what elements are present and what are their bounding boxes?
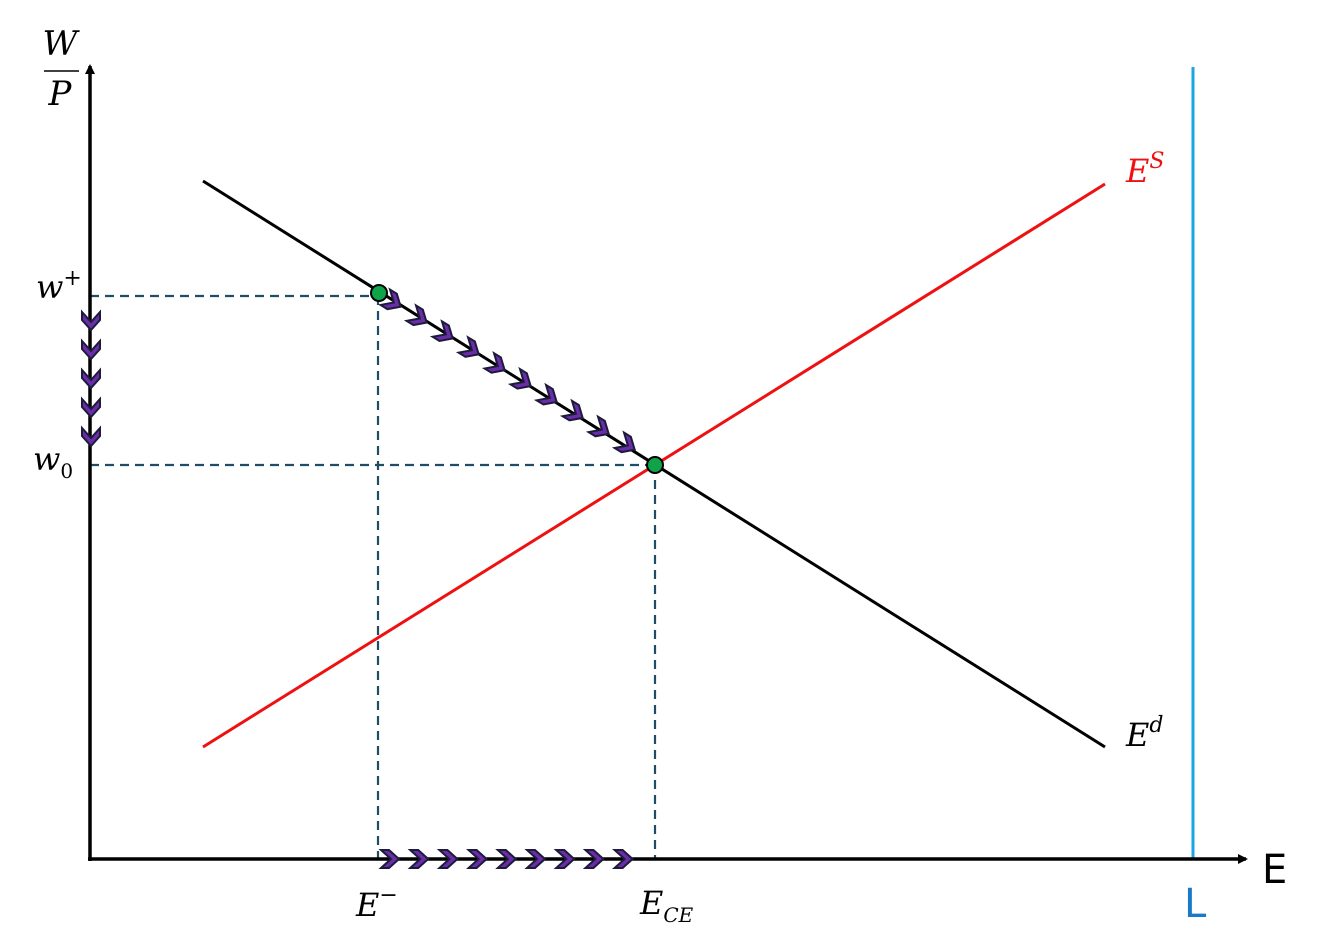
demand-path-arrow	[377, 287, 402, 311]
wage-arrow	[81, 425, 101, 448]
demand-path-arrow	[585, 414, 610, 438]
y-axis-label-denominator: P	[48, 74, 73, 114]
wage-high-base: w	[36, 268, 63, 306]
emp-low-sup: −	[379, 883, 397, 908]
employment-arrow	[495, 849, 518, 869]
demand-label-sup: d	[1149, 713, 1163, 738]
guide-lines	[90, 294, 657, 859]
labor-force-label: L	[1184, 881, 1207, 927]
demand-path-arrow	[403, 303, 428, 327]
emp-low-base: E	[355, 886, 379, 924]
wage-arrow	[81, 396, 101, 419]
emp-low-label: E−	[355, 883, 398, 924]
high-wage-point	[370, 284, 388, 302]
demand-path-arrow	[533, 382, 558, 406]
demand-movement-arrows	[377, 287, 636, 454]
wage-arrow	[81, 367, 101, 390]
emp-eq-base: E	[639, 884, 663, 922]
supply-label: ES	[1125, 149, 1164, 190]
wage-eq-label: w0	[33, 440, 73, 483]
emp-eq-sub: CE	[663, 903, 693, 927]
employment-arrow	[436, 849, 459, 869]
demand-path-arrow	[455, 335, 480, 358]
demand-path-arrow	[429, 319, 454, 342]
supply-label-sup: S	[1149, 149, 1164, 174]
employment-arrow	[407, 849, 430, 869]
emp-eq-label: ECE	[639, 884, 694, 927]
demand-path-arrow	[481, 350, 506, 374]
wage-high-sup: +	[63, 266, 81, 291]
demand-path-arrow	[611, 430, 636, 454]
wage-arrow	[81, 309, 101, 332]
employment-arrow	[378, 849, 401, 869]
wage-adjustment-arrows	[81, 309, 101, 448]
x-axis-label: E	[1262, 847, 1287, 893]
demand-path-arrow	[559, 398, 584, 422]
y-axis-label-numerator: W	[43, 24, 81, 64]
wage-eq-sub: 0	[60, 459, 73, 483]
employment-adjustment-arrows	[378, 849, 635, 869]
employment-arrow	[553, 849, 576, 869]
wage-arrow	[81, 338, 101, 361]
equilibrium-point	[646, 456, 664, 474]
wage-eq-base: w	[33, 440, 60, 478]
demand-path-arrow	[507, 366, 532, 390]
supply-label-base: E	[1125, 152, 1149, 190]
demand-label-base: E	[1125, 716, 1149, 754]
demand-label: Ed	[1125, 713, 1163, 754]
employment-arrow	[524, 849, 547, 869]
employment-arrow	[611, 849, 635, 869]
employment-arrow	[582, 849, 605, 869]
wage-high-label: w+	[36, 266, 82, 306]
employment-arrow	[465, 849, 489, 869]
